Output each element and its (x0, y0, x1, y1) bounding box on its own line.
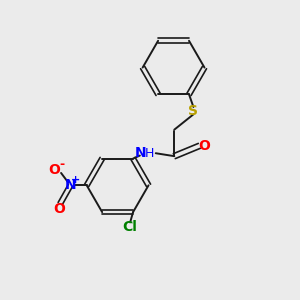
Text: S: S (188, 103, 198, 118)
Text: H: H (145, 147, 154, 160)
Text: O: O (199, 139, 211, 153)
Text: N: N (135, 146, 146, 160)
Text: Cl: Cl (123, 220, 138, 234)
Text: N: N (65, 178, 76, 192)
Text: O: O (53, 202, 65, 217)
Text: +: + (71, 175, 80, 185)
Text: O: O (49, 163, 61, 177)
Text: -: - (59, 158, 64, 171)
